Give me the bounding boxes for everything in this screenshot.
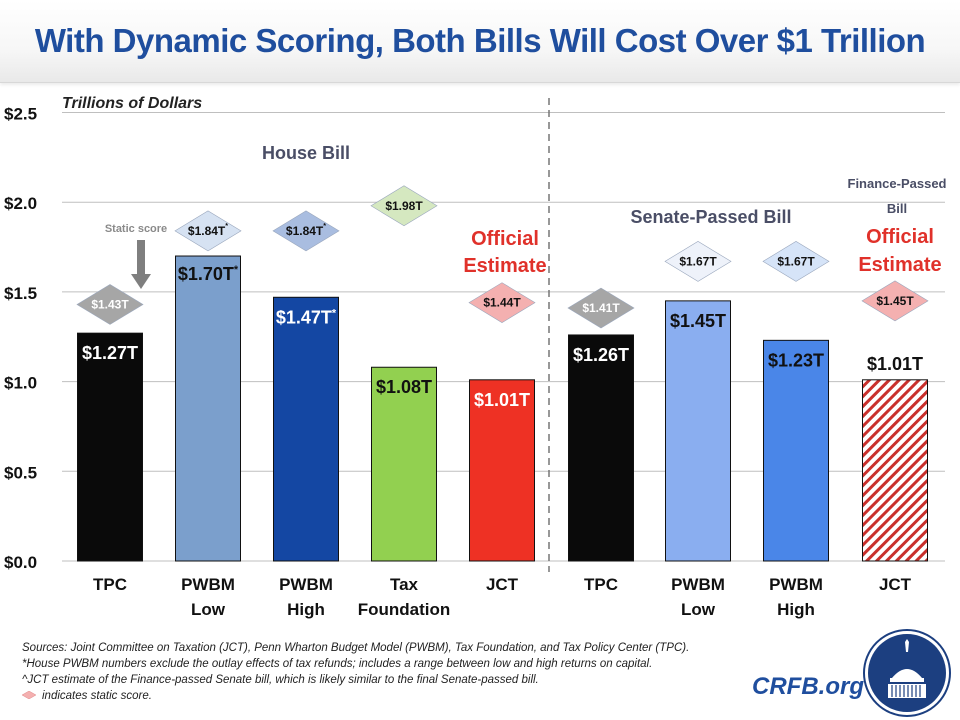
group-label-senate: Senate-Passed Bill (630, 207, 791, 227)
x-category-label: TPC (93, 575, 127, 594)
x-category-label: High (777, 600, 815, 619)
y-axis: $0.0 $0.5 $1.0 $1.5 $2.0 $2.5 (4, 105, 37, 573)
static-score-diamond[interactable] (567, 287, 635, 329)
arrow-down-icon (131, 274, 151, 289)
bar[interactable] (175, 255, 241, 562)
bar[interactable] (763, 339, 829, 562)
bar-value-label: $1.01T (474, 390, 530, 410)
static-score-diamond[interactable] (664, 241, 732, 282)
bar-value-label: $1.26T (573, 345, 629, 365)
x-category-label: PWBM (279, 575, 333, 594)
bar-value-label: $1.23T (768, 350, 824, 370)
y-tick-label: $1.5 (4, 284, 37, 303)
x-category-label: Tax (390, 575, 419, 594)
static-score-label: $1.84T* (286, 221, 326, 238)
x-axis: TPC PWBM Low PWBM High Tax Foundation JCT TPC PWB… (93, 575, 912, 619)
finance-passed-label: Finance-Passed (848, 176, 947, 191)
bar[interactable] (568, 334, 634, 562)
bar-value-label: $1.08T (376, 377, 432, 397)
x-category-label: JCT (486, 575, 519, 594)
static-score-label: $1.45T (876, 294, 914, 308)
x-category-label: High (287, 600, 325, 619)
footnote-jct: ^JCT estimate of the Finance-passed Sena… (22, 674, 539, 686)
bar[interactable] (862, 379, 928, 562)
group-label-house: House Bill (262, 143, 350, 163)
x-category-label: TPC (584, 575, 618, 594)
crfb-link[interactable]: CRFB.org (752, 673, 864, 700)
x-category-label: PWBM (769, 575, 823, 594)
bars: $1.27T $1.70T* $1.47T* $1.08T $1.01T $1.26T $1… (77, 255, 928, 562)
bar-value-label: $1.70T* (178, 264, 239, 284)
static-score-diamond[interactable] (76, 284, 144, 325)
official-estimate-label: Official (471, 228, 539, 250)
arrow-shaft (137, 240, 145, 276)
static-score-diamond[interactable] (272, 210, 340, 252)
bar-value-label: $1.01T (867, 354, 923, 374)
y-axis-unit-label: Trillions of Dollars (62, 95, 202, 112)
chart-title: With Dynamic Scoring, Both Bills Will Co… (34, 22, 926, 59)
x-category-label: PWBM (671, 575, 725, 594)
static-score-diamond[interactable] (370, 185, 438, 227)
static-score-label: $1.84T* (188, 221, 228, 238)
x-category-label: Low (681, 600, 716, 619)
bar-value-label: $1.45T (670, 311, 726, 331)
x-category-label: JCT (879, 575, 912, 594)
official-estimate-label: Official (866, 226, 934, 248)
footnote-pwbm: *House PWBM numbers exclude the outlay e… (22, 658, 653, 670)
y-tick-label: $0.0 (4, 553, 37, 572)
static-score-markers: $1.43T $1.84T* $1.84T* $1.98T $1.44T $1.41T $1… (76, 185, 929, 329)
bar[interactable] (469, 379, 535, 562)
static-score-label: $1.44T (483, 296, 521, 310)
static-score-diamond[interactable] (468, 282, 536, 324)
y-tick-label: $2.5 (4, 105, 37, 124)
footnotes: Sources: Joint Committee on Taxation (JC… (22, 640, 689, 704)
bar-value-label: $1.27T (82, 343, 138, 363)
capitol-dome-logo (863, 629, 951, 717)
y-tick-label: $2.0 (4, 194, 37, 213)
static-score-diamond[interactable] (762, 241, 830, 282)
bar[interactable] (665, 300, 731, 562)
annotations: Static score Official Estimate Finance-Pass… (105, 176, 947, 289)
static-score-diamond[interactable] (174, 210, 242, 252)
bar-value-label: $1.47T* (276, 307, 337, 327)
bar[interactable] (371, 366, 437, 562)
bar[interactable] (77, 332, 143, 562)
x-category-label: PWBM (181, 575, 235, 594)
y-tick-label: $0.5 (4, 463, 37, 482)
x-category-label: Low (191, 600, 226, 619)
official-estimate-label: Estimate (463, 255, 546, 277)
footnote-legend: indicates static score. (22, 688, 689, 704)
static-score-diamond[interactable] (861, 280, 929, 322)
bar[interactable] (273, 296, 339, 562)
static-score-label: $1.67T (679, 254, 717, 268)
y-tick-label: $1.0 (4, 374, 37, 393)
static-score-label: $1.98T (385, 199, 423, 213)
static-score-label: $1.43T (91, 297, 129, 311)
header-band: With Dynamic Scoring, Both Bills Will Co… (0, 0, 960, 83)
x-category-label: Foundation (358, 600, 451, 619)
finance-passed-label: Bill (887, 201, 907, 216)
footnote-sources: Sources: Joint Committee on Taxation (JC… (22, 642, 690, 654)
static-score-label: $1.41T (582, 301, 620, 315)
legend-text: indicates static score. (42, 690, 152, 702)
static-score-legend-icon (22, 691, 36, 699)
official-estimate-label: Estimate (858, 254, 941, 276)
static-score-annotation: Static score (105, 223, 167, 235)
static-score-label: $1.67T (777, 254, 815, 268)
